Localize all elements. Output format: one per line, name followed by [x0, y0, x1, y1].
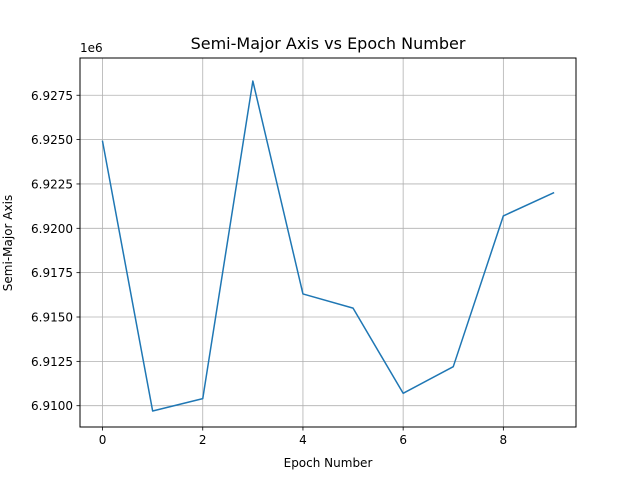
- y-tick-label: 6.9100: [31, 399, 73, 413]
- y-offset-label: 1e6: [80, 41, 103, 55]
- ticks: 0 2 4 6 8 6.9100 6.9125 6.9150 6.9175 6.9200 6.922…: [31, 89, 507, 447]
- plot-area: [80, 58, 576, 427]
- y-tick-label: 6.9125: [31, 355, 73, 369]
- y-tick-label: 6.9150: [31, 311, 73, 325]
- series-line: [101, 80, 555, 412]
- y-tick-label: 6.9250: [31, 133, 73, 147]
- x-tick-label: 4: [299, 433, 307, 447]
- x-tick-label: 2: [199, 433, 207, 447]
- plot-frame: [79, 57, 577, 428]
- grid: [80, 58, 576, 427]
- x-tick-label: 0: [99, 433, 107, 447]
- x-tick-label: 8: [500, 433, 508, 447]
- y-tick-label: 6.9200: [31, 222, 73, 236]
- y-tick-label: 6.9225: [31, 177, 73, 191]
- x-axis-title: Epoch Number: [284, 456, 373, 470]
- y-tick-label: 6.9175: [31, 266, 73, 280]
- x-tick-label: 6: [399, 433, 407, 447]
- y-tick-label: 6.9275: [31, 89, 73, 103]
- chart-title: Semi-Major Axis vs Epoch Number: [191, 34, 466, 53]
- y-axis-title: Semi-Major Axis: [1, 195, 15, 291]
- series-layer: [101, 80, 555, 412]
